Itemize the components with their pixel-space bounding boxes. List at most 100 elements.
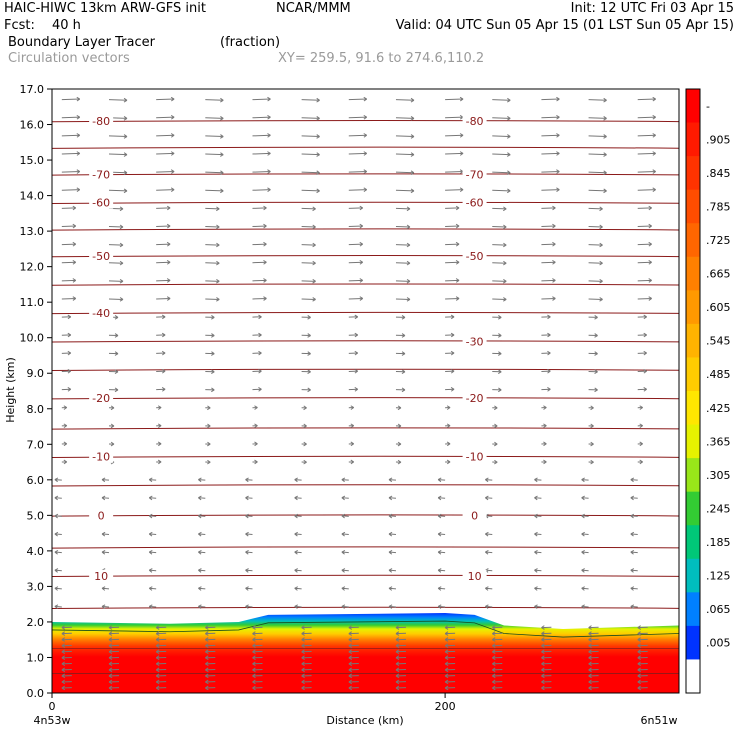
vector-arrow <box>445 260 460 265</box>
vector-arrow <box>395 673 406 679</box>
vector-arrow <box>155 685 167 691</box>
vector-arrow <box>61 96 81 102</box>
colorbar-label: .365 <box>706 435 731 448</box>
y-tick-label: 13.0 <box>20 225 45 238</box>
isotherm-line <box>52 146 679 149</box>
vector-arrow <box>156 241 171 247</box>
vector-arrow <box>534 531 542 537</box>
vector-arrow <box>588 224 603 230</box>
vector-arrow <box>148 549 157 555</box>
colorbar-label: .185 <box>706 536 731 549</box>
vector-arrow <box>534 549 542 555</box>
vector-arrow <box>534 513 542 519</box>
vector-arrow <box>588 673 599 679</box>
vector-arrow <box>156 96 175 102</box>
vector-arrow <box>395 655 406 661</box>
vector-arrow <box>294 568 302 573</box>
vector-arrow <box>252 223 267 229</box>
vector-arrow <box>541 625 552 630</box>
vector-arrow <box>61 133 81 138</box>
vector-arrow <box>252 655 263 661</box>
colorbar-segment <box>686 122 700 157</box>
vector-arrow <box>492 224 507 230</box>
isotherm-line <box>52 368 679 371</box>
vector-arrow <box>108 260 124 266</box>
isotherm-label: -40 <box>92 307 110 320</box>
colorbar-label: .545 <box>706 335 731 348</box>
isotherm-labels: 10 10 0 0 -10 -10 -20 -20 -30 -40 -50 -50 -60 -60 -70 -… <box>89 114 487 583</box>
vector-arrow <box>148 531 157 537</box>
y-tick-label: 14.0 <box>20 190 45 203</box>
vector-arrow <box>252 441 258 447</box>
vector-arrow <box>395 351 406 356</box>
vector-arrow <box>588 260 603 266</box>
vector-arrow <box>588 685 599 691</box>
vector-arrow <box>61 368 72 374</box>
tracer-area <box>52 613 679 693</box>
vector-arrow <box>155 637 167 642</box>
vector-arrow <box>581 513 589 519</box>
vector-arrow <box>205 387 215 393</box>
vector-arrow <box>156 223 171 229</box>
vector-arrow <box>445 278 460 283</box>
vector-arrow <box>484 495 493 501</box>
vector-arrow <box>294 604 302 609</box>
isotherm-label: -20 <box>92 392 110 405</box>
vector-arrow <box>108 441 115 447</box>
isotherm-line <box>52 606 679 610</box>
vector-arrow <box>541 314 551 320</box>
isotherm-line <box>52 255 679 258</box>
vector-arrow <box>491 679 503 685</box>
vector-arrow <box>61 151 81 156</box>
vector-arrow <box>534 568 542 573</box>
isotherm-label-bg <box>89 196 114 209</box>
vector-arrow <box>205 297 220 302</box>
vector-arrow <box>492 188 511 194</box>
vector-arrow <box>541 661 552 667</box>
vector-arrow <box>205 333 215 338</box>
vector-arrow <box>637 655 648 661</box>
vector-arrow <box>492 333 502 338</box>
isotherm-line <box>52 574 679 578</box>
isotherm-label-bg <box>89 509 114 522</box>
vector-arrow <box>637 96 656 102</box>
isotherm-label: -70 <box>92 168 110 181</box>
vector-arrow <box>301 116 320 121</box>
vector-arrow <box>205 441 211 447</box>
vector-arrow <box>205 242 220 248</box>
vector-arrow <box>348 151 368 156</box>
vector-arrow <box>301 637 312 642</box>
vector-arrow <box>301 333 311 338</box>
vector-arrow <box>108 242 124 248</box>
vector-arrow <box>108 661 120 667</box>
isotherm-label: -10 <box>92 451 110 464</box>
vector-arrow <box>395 405 402 411</box>
vector-arrow <box>444 679 456 685</box>
vector-arrow <box>198 477 206 483</box>
vector-arrow <box>491 655 503 661</box>
vector-arrow <box>492 206 507 212</box>
vector-arrow <box>148 586 157 591</box>
plot-frame <box>51 88 680 694</box>
vector-arrow <box>637 332 648 338</box>
vector-arrow <box>205 649 216 654</box>
isotherm-label: -10 <box>466 451 484 464</box>
vector-arrow <box>252 673 263 679</box>
colorbar-label: .785 <box>706 200 731 213</box>
vector-arrow <box>155 631 167 636</box>
vector-arrow <box>444 643 456 648</box>
vector-arrow <box>148 495 157 501</box>
isotherm-line <box>52 484 679 487</box>
vector-arrow <box>395 667 406 673</box>
vector-arrow <box>54 568 62 573</box>
vector-arrow <box>245 495 253 501</box>
vector-arrow <box>588 297 603 302</box>
vector-arrow <box>108 679 120 685</box>
vector-arrow <box>198 604 206 609</box>
vector-arrow <box>491 631 503 636</box>
field-units: (fraction) <box>220 35 281 50</box>
vector-arrow <box>108 643 120 648</box>
vector-arrow <box>245 586 253 591</box>
isotherm-label-bg <box>462 509 487 522</box>
vector-arrow <box>395 260 411 266</box>
